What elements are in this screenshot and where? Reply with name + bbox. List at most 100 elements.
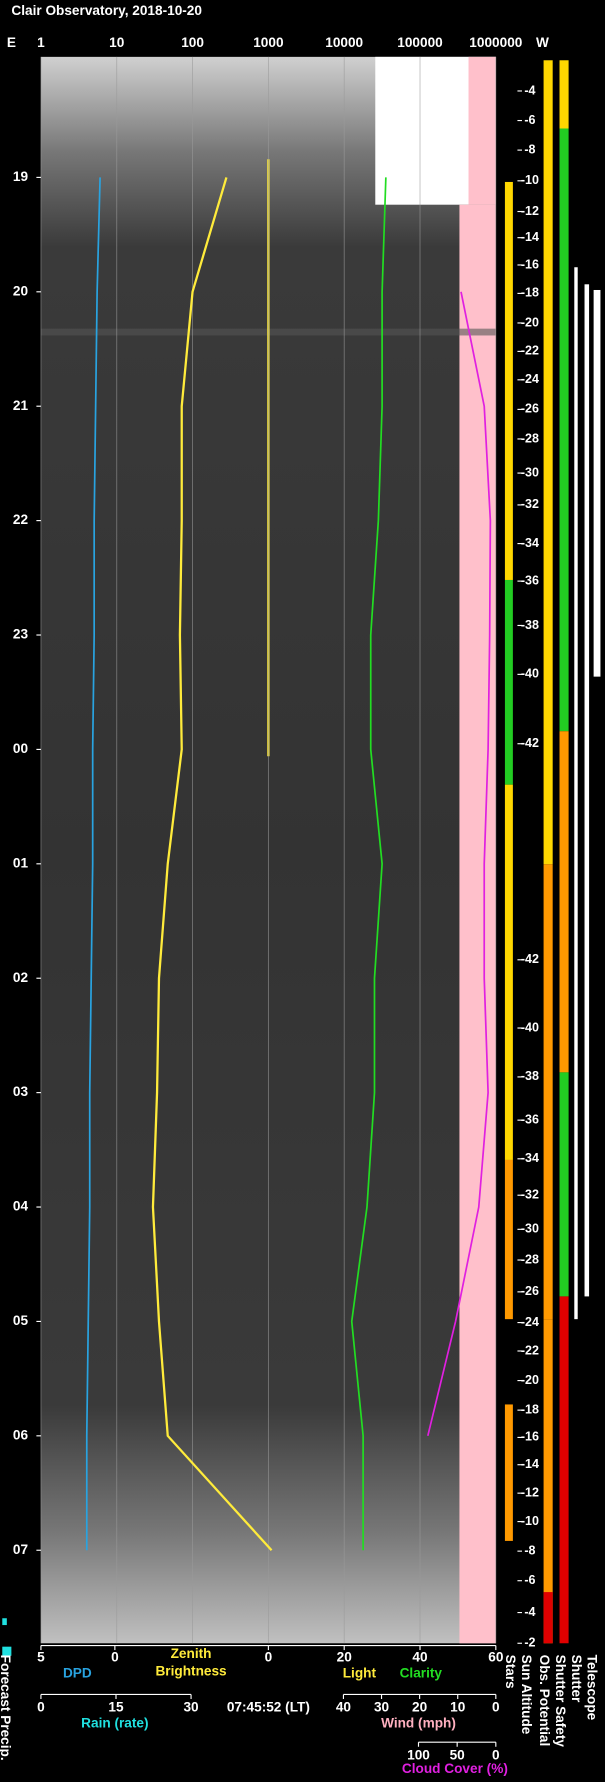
axis-tick-label: 20 <box>412 1700 428 1715</box>
east-label: E <box>7 35 16 50</box>
side-label: Obs. Potential <box>537 1655 552 1747</box>
top-tick-label: 100 <box>181 35 204 50</box>
wind-label: Wind (mph) <box>381 1716 456 1731</box>
shutter-safety-column <box>559 60 569 1644</box>
axis-tick-label: 0 <box>111 1650 119 1665</box>
time-label: 20 <box>13 283 29 298</box>
time-label: 01 <box>13 855 29 870</box>
sun-altitude-label: -36 <box>521 1112 539 1126</box>
axis-tick-label: 0 <box>37 1700 45 1715</box>
axis-tick-label: 30 <box>374 1700 390 1715</box>
precip-mark <box>2 1618 7 1626</box>
axis-tick-label: 50 <box>450 1747 466 1762</box>
sun-altitude-label: -16 <box>521 257 539 271</box>
sun-altitude-label: -20 <box>521 315 539 329</box>
top-tick-label: 10000 <box>325 35 363 50</box>
cloud-line <box>426 291 492 1437</box>
sun-altitude-label: -28 <box>521 431 539 445</box>
pink-region <box>459 204 496 1644</box>
time-label: 07 <box>13 1542 28 1557</box>
side-label: Shutter <box>569 1655 584 1703</box>
axis-tick-label: 30 <box>183 1700 199 1715</box>
sun-altitude-label: -34 <box>521 1151 539 1165</box>
time-label: 06 <box>13 1427 29 1442</box>
axis-tick-label: 0 <box>492 1700 500 1715</box>
sun-altitude-label: -26 <box>521 402 539 416</box>
precip-mark <box>2 1646 12 1656</box>
sun-altitude-label: -42 <box>521 736 539 750</box>
axis-tick-label: 100 <box>407 1747 430 1762</box>
sun-altitude-label: -10 <box>521 173 539 187</box>
clarity-label: Clarity <box>400 1666 443 1681</box>
sun-altitude-label: -14 <box>521 1457 539 1471</box>
axis-tick-label: 0 <box>492 1747 500 1762</box>
time-label: 19 <box>13 169 29 184</box>
sun-altitude-label: -30 <box>521 465 539 479</box>
pink-region-top <box>468 56 496 205</box>
sun-altitude-label: -22 <box>521 344 539 358</box>
top-tick-label: 1000 <box>253 35 284 50</box>
sun-altitude-label: -12 <box>521 204 539 218</box>
sun-altitude-label: -40 <box>521 667 539 681</box>
sun-altitude-label: -34 <box>521 536 539 550</box>
sun-altitude-label: -14 <box>521 230 539 244</box>
brightness-label: Brightness <box>155 1663 227 1678</box>
clarity-line <box>350 177 387 1551</box>
axis-tick-label: 5 <box>37 1650 45 1665</box>
sun-altitude-label: -8 <box>524 1543 535 1557</box>
sun-altitude-label: -32 <box>521 1187 539 1201</box>
stars-column <box>504 181 513 1541</box>
light-label: Light <box>343 1666 377 1681</box>
brightness-line <box>151 177 273 1552</box>
cloud-label: Cloud Cover (%) <box>402 1761 508 1776</box>
sun-altitude-label: -10 <box>521 1514 539 1528</box>
time-label: 23 <box>13 627 29 642</box>
axis-tick-label: 60 <box>488 1650 504 1665</box>
sun-altitude-label: -32 <box>521 497 539 511</box>
sun-altitude-label: -26 <box>521 1284 539 1298</box>
sun-altitude-label: -16 <box>521 1430 539 1444</box>
sun-altitude-label: -40 <box>521 1020 539 1034</box>
top-tick-label: 1 <box>37 35 45 50</box>
rain-label: Rain (rate) <box>81 1716 148 1731</box>
west-label: W <box>536 35 549 50</box>
title: Clair Observatory, 2018-10-20 <box>11 3 202 18</box>
sun-altitude-label: -4 <box>524 1605 535 1619</box>
zenith-label: Zenith <box>171 1646 212 1661</box>
top-tick-label: 1000000 <box>469 35 522 50</box>
sun-altitude-label: -6 <box>524 113 535 127</box>
sun-altitude-label: -42 <box>521 952 539 966</box>
axis-tick-label: 40 <box>412 1650 428 1665</box>
sun-altitude-label: -22 <box>521 1343 539 1357</box>
shutter-column <box>574 267 601 1320</box>
sun-altitude-label: -18 <box>521 286 539 300</box>
sun-altitude-label: -4 <box>524 83 535 97</box>
forecast-label: Forecast Precip. <box>0 1655 13 1761</box>
top-tick-label: 100000 <box>397 35 443 50</box>
side-label: Sun Altitude <box>519 1655 534 1735</box>
sun-altitude-label: -38 <box>521 1069 539 1083</box>
side-label: Stars <box>503 1655 518 1690</box>
side-label: Shutter Safety <box>553 1655 568 1748</box>
axis-tick-label: 10 <box>450 1700 466 1715</box>
side-label: Telescope <box>585 1655 600 1721</box>
time-label: 21 <box>13 398 29 413</box>
sun-altitude-label: -36 <box>521 573 539 587</box>
time-label: 04 <box>13 1199 29 1214</box>
dpd-label: DPD <box>63 1666 92 1681</box>
time-label: 03 <box>13 1084 29 1099</box>
sun-altitude-label: -24 <box>521 1315 539 1329</box>
sun-altitude-label: -12 <box>521 1485 539 1499</box>
axis-tick-label: 20 <box>337 1650 353 1665</box>
time-label: 22 <box>13 512 29 527</box>
sun-altitude-label: -38 <box>521 618 539 632</box>
sun-altitude-label: -24 <box>521 372 539 386</box>
obs-potential-column <box>543 60 553 1644</box>
current-time: 07:45:52 (LT) <box>227 1700 310 1715</box>
sun-altitude-label: -28 <box>521 1252 539 1266</box>
sun-altitude-label: -8 <box>524 142 535 156</box>
sun-altitude-label: -6 <box>524 1573 535 1587</box>
axis-tick-label: 15 <box>108 1700 124 1715</box>
sun-altitude-label: -20 <box>521 1373 539 1387</box>
top-tick-label: 10 <box>109 35 125 50</box>
